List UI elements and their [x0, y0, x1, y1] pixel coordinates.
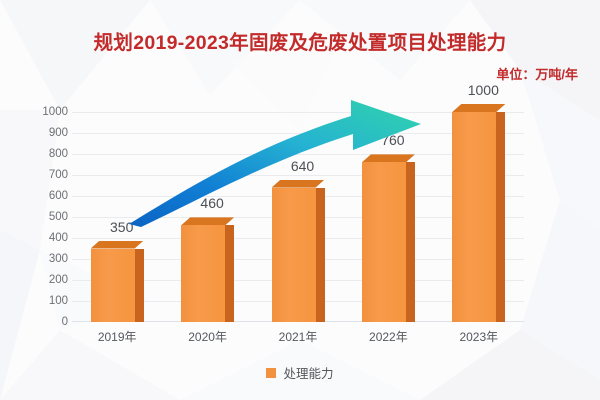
chart-legend: 处理能力 [0, 363, 600, 382]
bar-value-label: 640 [290, 157, 315, 174]
y-axis-tick-label: 600 [48, 190, 68, 202]
bar-2023年[interactable] [452, 104, 506, 322]
bar-side-face [405, 162, 415, 322]
bar-front-face [90, 248, 135, 322]
bar-2022年[interactable] [361, 154, 415, 322]
bar-2019年[interactable] [90, 241, 144, 322]
y-axis: 0 100 200 300 400 500 600 700 800 900 1000 [24, 106, 68, 328]
bar-top-face-shape [91, 241, 144, 249]
x-axis-tick-label: 2023年 [459, 330, 499, 344]
bar-top-face [272, 180, 325, 188]
x-axis-tick-label: 2020年 [188, 330, 227, 344]
bar-front-face [271, 187, 316, 322]
bar-front-face [361, 162, 406, 322]
bar-front-face [181, 225, 226, 322]
x-axis-tick-label: 2022年 [369, 330, 408, 344]
bar-front-face [452, 112, 497, 322]
bar-value-label: 760 [381, 132, 405, 149]
bar-side-face [225, 225, 235, 322]
bar-value-label: 460 [200, 195, 224, 212]
y-axis-tick-label: 800 [48, 148, 68, 160]
bar-value-label: 350 [110, 218, 134, 235]
y-axis-tick-label: 700 [48, 169, 68, 181]
legend-item-label: 处理能力 [283, 367, 334, 381]
bar-value-label: 1000 [467, 82, 499, 98]
bar-top-face [452, 104, 505, 112]
chart-unit-label: 单位：万吨/年 [496, 67, 578, 82]
y-axis-tick-label: 400 [48, 232, 68, 244]
y-axis-tick-label: 1000 [42, 106, 68, 118]
y-axis-tick-label: 900 [48, 127, 68, 139]
bar-2021年[interactable] [271, 180, 325, 322]
y-axis-tick-label: 200 [48, 274, 68, 286]
bar-top-face-shape [181, 217, 234, 225]
bar-top-face-shape [452, 104, 505, 112]
bar-top-face-shape [272, 180, 325, 188]
legend-swatch-icon [266, 367, 277, 378]
plot-area: 350 460 640 760 1000 [72, 82, 524, 322]
x-axis: 2019年 2020年 2021年 2022年 2023年 [72, 328, 524, 348]
y-axis-tick-label: 0 [61, 316, 68, 328]
y-axis-tick-label: 300 [48, 253, 68, 265]
bar-top-face-shape [362, 154, 415, 162]
bar-side-face [315, 187, 325, 322]
bar-side-face [134, 248, 144, 322]
bar-2020年[interactable] [181, 217, 235, 322]
bar-side-face [496, 112, 506, 322]
bar-top-face [181, 217, 234, 225]
x-axis-tick-label: 2021年 [278, 330, 318, 344]
bar-top-face [91, 241, 144, 249]
y-axis-tick-label: 500 [48, 211, 68, 223]
y-axis-tick-label: 100 [48, 295, 68, 307]
x-axis-tick-label: 2019年 [97, 330, 137, 344]
bar-top-face [362, 154, 415, 162]
chart-title: 规划2019-2023年固废及危废处置项目处理能力 [93, 32, 507, 54]
